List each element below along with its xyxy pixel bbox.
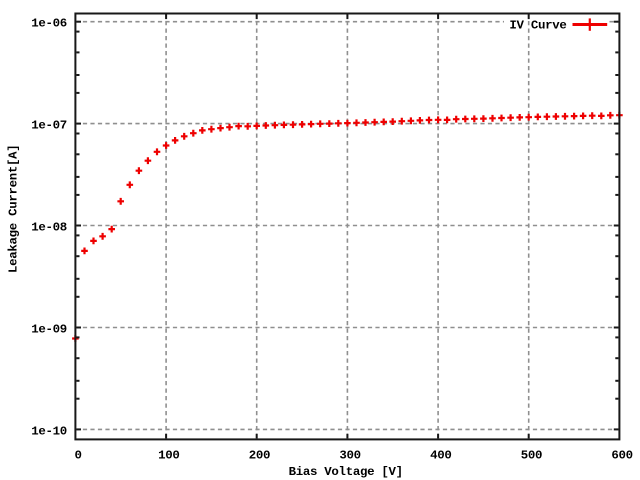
svg-text:1e-07: 1e-07 [31,119,67,133]
svg-text:500: 500 [521,448,542,462]
svg-text:Bias Voltage [V]: Bias Voltage [V] [289,465,403,479]
svg-text:300: 300 [339,448,360,462]
svg-text:1e-09: 1e-09 [31,322,67,336]
svg-text:1e-10: 1e-10 [31,424,67,438]
svg-text:200: 200 [249,448,270,462]
svg-text:400: 400 [430,448,451,462]
svg-text:600: 600 [611,448,632,462]
svg-text:0: 0 [75,448,82,462]
svg-text:1e-06: 1e-06 [31,17,67,31]
svg-text:1e-08: 1e-08 [31,220,67,234]
svg-text:100: 100 [158,448,179,462]
svg-text:IV Curve: IV Curve [509,19,566,33]
svg-text:Leakage Current[A]: Leakage Current[A] [6,145,20,273]
